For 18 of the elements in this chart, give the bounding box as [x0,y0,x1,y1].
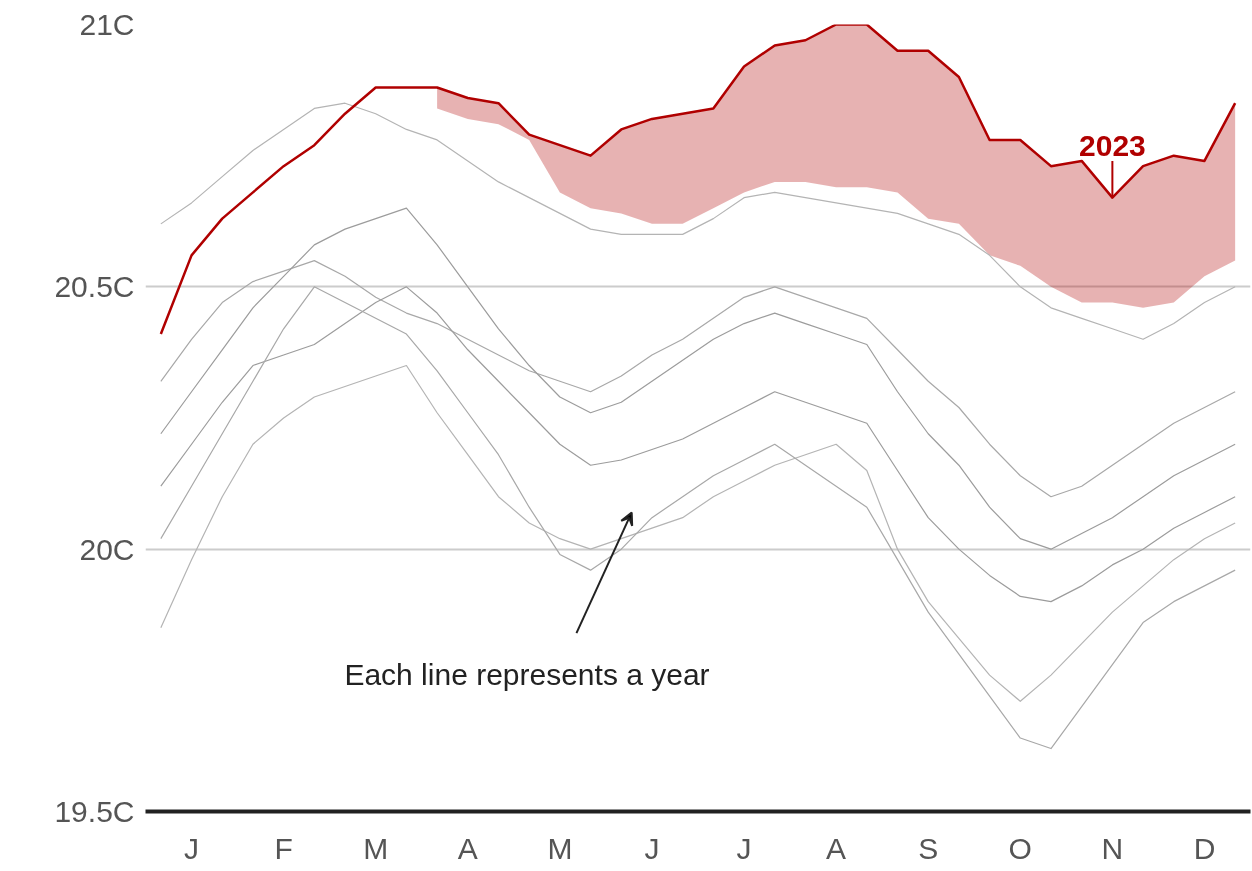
x-tick-label: A [826,831,847,865]
x-tick-label: F [274,831,293,865]
y-tick-label: 19.5C [54,795,135,828]
x-tick-label: M [547,831,573,865]
x-tick-label: A [457,831,478,865]
x-tick-label: N [1101,831,1124,865]
y-tick-label: 21C [79,8,135,41]
x-tick-label: J [736,831,752,865]
x-tick-label: M [363,831,389,865]
annotation: Each line represents a year [344,657,710,691]
annotation: 2023 [1079,128,1146,162]
x-tick-label: O [1008,831,1032,865]
x-tick-label: S [918,831,939,865]
y-tick-label: 20.5C [54,270,135,304]
x-tick-label: D [1193,831,1216,865]
x-tick-label: J [184,831,200,865]
x-tick-label: J [644,831,660,865]
y-tick-label: 20C [79,532,135,566]
